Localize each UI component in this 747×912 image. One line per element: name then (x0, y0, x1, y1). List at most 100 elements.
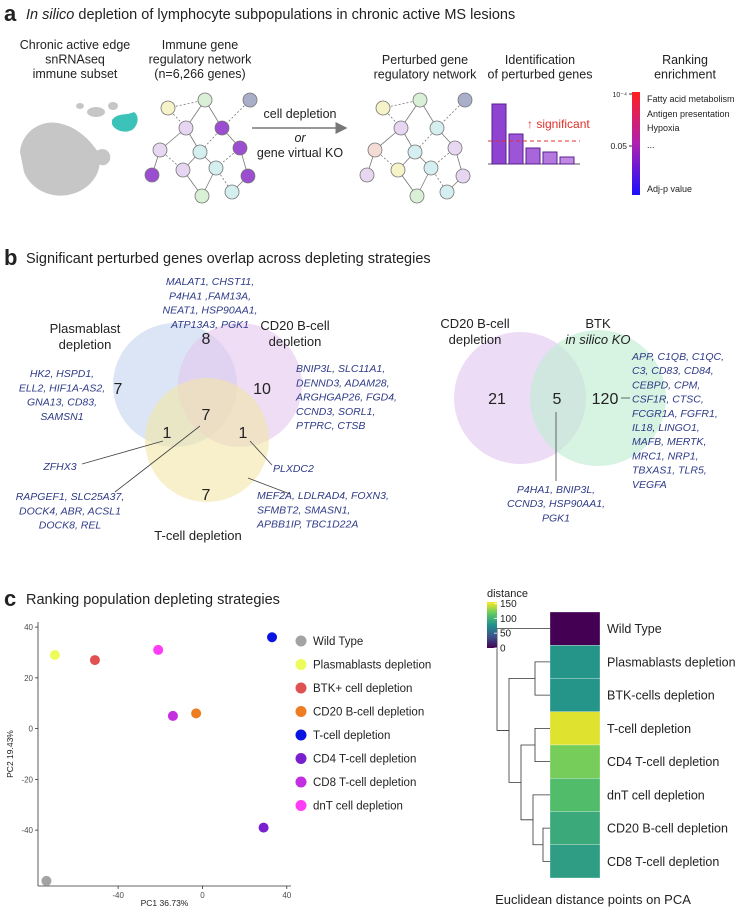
region-count: 10 (253, 381, 271, 398)
panel-title: In silico depletion of lymphocyte subpop… (26, 7, 515, 23)
gene-list: ARGHGAP26, FGD4, (295, 392, 397, 404)
network-node (439, 184, 455, 200)
gene-list: GNA13, CD83, (27, 397, 97, 409)
legend-swatch (295, 729, 307, 741)
umap-icon (20, 102, 138, 196)
panel-letter: c (4, 586, 16, 611)
network-node (367, 142, 383, 158)
step-label: of perturbed genes (488, 68, 593, 82)
x-tick-label: -40 (112, 891, 124, 900)
network-node (194, 188, 210, 204)
scatter-point (41, 875, 52, 886)
venn-circle (530, 330, 666, 466)
y-tick-label: 20 (24, 674, 33, 683)
gene-list: PLXDC2 (273, 463, 314, 475)
legend-label: T-cell depletion (313, 730, 390, 742)
gene-list: BNIP3L, SLC11A1, (296, 363, 385, 375)
gene-list: ZFHX3 (42, 461, 76, 473)
heatmap-cell (549, 711, 601, 746)
gene-list: C3, CD83, CD84, (632, 365, 714, 377)
region-count: 120 (592, 391, 619, 408)
x-axis-label: PC1 36.73% (141, 898, 189, 908)
scatter-point (267, 632, 278, 643)
connector (81, 440, 164, 465)
gene-list: HK2, HSPD1, (30, 368, 94, 380)
network-node (197, 92, 213, 108)
arrow-label: or (294, 131, 306, 145)
heatmap-cell (549, 678, 601, 712)
gene-list: CEBPD, CPM, (632, 379, 700, 391)
arrow-label: cell depletion (264, 107, 337, 121)
network-icon (144, 92, 258, 204)
scatter-point (258, 822, 269, 833)
venn-circle (145, 378, 269, 502)
network-node (457, 92, 473, 108)
region-count: 5 (553, 391, 562, 408)
legend-label: CD20 B-cell depletion (313, 707, 424, 719)
scale-label: Adj-p value (647, 184, 692, 194)
heatmap-title: Euclidean distance points on PCA (495, 892, 691, 907)
bar-icon (488, 103, 580, 165)
network-node (455, 168, 471, 184)
region-count: 7 (202, 407, 211, 424)
scale-top: 10⁻⁴ (613, 92, 628, 99)
panel-title: Significant perturbed genes overlap acro… (26, 251, 431, 267)
connector (247, 477, 291, 495)
gene-list: NEAT1, HSP90AA1, (163, 305, 258, 317)
gene-list: MRC1, NRP1, (632, 450, 699, 462)
set-label: Plasmablast (50, 321, 121, 336)
heatmap-cell (549, 611, 601, 646)
step-label: Perturbed gene (382, 53, 468, 67)
legend-label: CD4 T-cell depletion (313, 754, 416, 766)
legend-swatch (295, 682, 307, 694)
legend-swatch (295, 753, 307, 764)
significance-label: ↑ significant (527, 117, 590, 131)
network-node (240, 168, 256, 184)
gene-list: CCND3, HSP90AA1, (507, 498, 605, 510)
y-tick-label: 40 (24, 623, 33, 632)
legend-label: Wild Type (313, 636, 363, 648)
y-tick-label: -20 (21, 775, 33, 784)
network-node (447, 140, 463, 156)
gene-list: PGK1 (542, 512, 570, 524)
dendrogram-branch (508, 678, 535, 783)
network-node (390, 162, 406, 178)
colorbar-label: distance (487, 588, 528, 600)
region-count: 8 (202, 331, 211, 348)
scatter-point (153, 644, 164, 655)
scatter-point (49, 650, 60, 660)
legend-label: Plasmablasts depletion (313, 660, 431, 672)
network-node (175, 162, 191, 178)
enrichment-term: ... (647, 140, 655, 150)
colorbar-tick-label: 50 (500, 629, 512, 640)
network-node (409, 188, 425, 204)
title-text: depletion of lymphocyte subpopulations i… (78, 7, 515, 23)
step-label: snRNAseq (45, 53, 105, 67)
gene-list: APBB1IP, TBC1D22A (256, 519, 358, 531)
colorbar (487, 602, 497, 648)
step-label: Identification (505, 53, 575, 67)
x-tick-label: 0 (200, 891, 205, 900)
network-node (429, 120, 445, 136)
gene-list: VEGFA (632, 479, 667, 491)
legend-swatch (295, 635, 307, 647)
step-label: enrichment (654, 68, 716, 82)
heatmap-cell (549, 645, 601, 679)
gene-list: ELL2, HIF1A-AS2, (19, 382, 105, 394)
network-node (192, 144, 208, 160)
network-node (232, 140, 248, 156)
set-label: BTK (585, 316, 611, 331)
row-label: dnT cell depletion (607, 788, 705, 802)
network-node (423, 160, 439, 176)
step-label: regulatory network (374, 68, 478, 82)
dendrogram-branch (534, 727, 550, 763)
gene-list: DENND3, ADAM28, (296, 377, 390, 389)
gene-list: CCND3, SORL1, (296, 406, 375, 418)
network-node (224, 184, 240, 200)
set-label: in silico KO (565, 332, 630, 347)
y-axis-label: PC2 19.43% (5, 730, 15, 778)
colorbar-tick-label: 0 (500, 644, 506, 655)
step-label: (n=6,266 genes) (154, 67, 245, 81)
